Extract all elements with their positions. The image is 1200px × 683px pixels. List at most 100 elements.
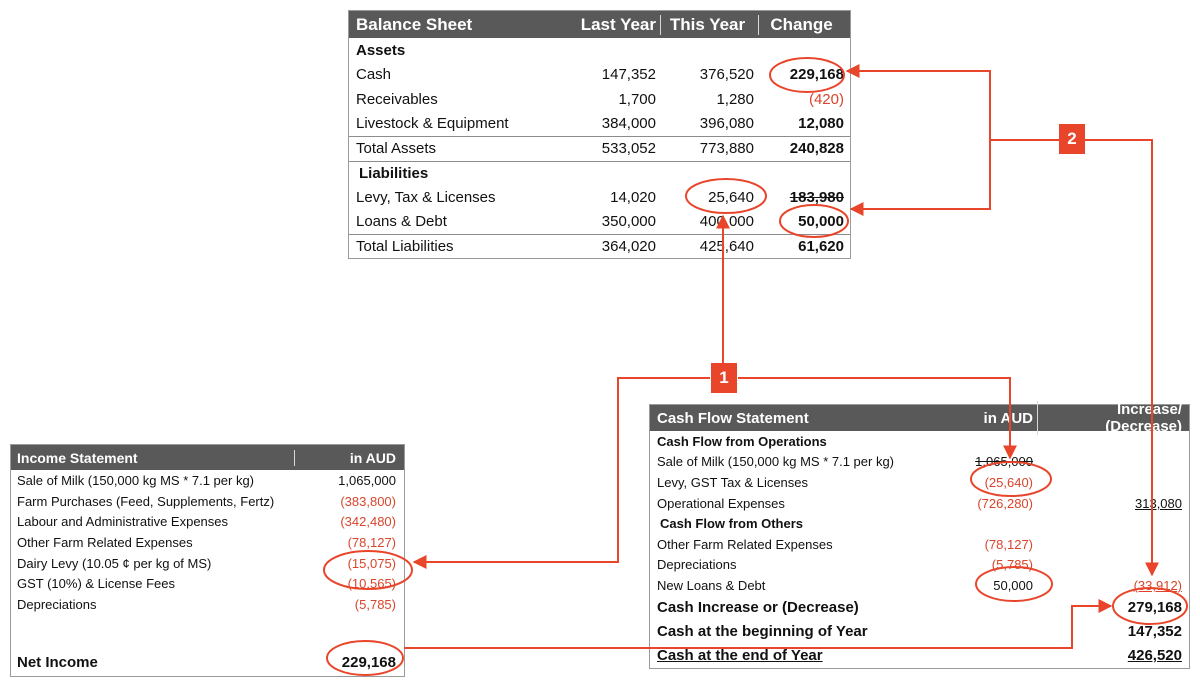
balance-sheet-title: Balance Sheet bbox=[356, 14, 473, 34]
row-value: (383,800) bbox=[340, 493, 396, 509]
col-in-aud: in AUD bbox=[294, 449, 404, 466]
row-value: (342,480) bbox=[340, 514, 396, 530]
table-row: Receivables 1,700 1,280 (420) bbox=[349, 87, 850, 112]
row-label: Other Farm Related Expenses bbox=[657, 536, 833, 552]
ops-section-row: Cash Flow from Operations bbox=[650, 431, 1189, 452]
row-label: Depreciations bbox=[657, 557, 737, 573]
last-year-value: 364,020 bbox=[601, 238, 656, 256]
change-value: 279,168 bbox=[1127, 599, 1182, 617]
table-row: Cash 147,352 376,520 229,168 bbox=[349, 63, 850, 88]
cash-increase-row: Cash Increase or (Decrease) 279,168 bbox=[650, 596, 1189, 620]
change-value: 12,080 bbox=[798, 115, 844, 133]
net-income-value: 229,168 bbox=[341, 653, 396, 671]
cash-flow-table: Cash Flow Statement in AUD Increase/ (De… bbox=[649, 401, 1190, 669]
table-row: New Loans & Debt 50,000 (33,912) bbox=[650, 575, 1189, 596]
change-value: 313,080 bbox=[1135, 495, 1182, 511]
change-value: 240,828 bbox=[789, 140, 844, 158]
col-last-year: Last Year bbox=[580, 14, 656, 34]
row-label: Loans & Debt bbox=[356, 213, 447, 231]
row-label: Receivables bbox=[356, 90, 438, 108]
this-year-value: 773,880 bbox=[699, 140, 754, 158]
this-year-value: 396,080 bbox=[699, 115, 754, 133]
table-row: Dairy Levy (10.05 ¢ per kg of MS) (15,07… bbox=[11, 553, 404, 574]
balance-sheet-header: Balance Sheet Last Year This Year Change bbox=[349, 11, 850, 38]
net-income-label: Net Income bbox=[17, 653, 98, 671]
row-label: Cash Increase or (Decrease) bbox=[657, 599, 859, 617]
last-year-value: 350,000 bbox=[601, 213, 656, 231]
others-section-label: Cash Flow from Others bbox=[660, 516, 804, 532]
table-row: Labour and Administrative Expenses (342,… bbox=[11, 511, 404, 532]
this-year-value: 376,520 bbox=[699, 66, 754, 84]
change-value: (33,912) bbox=[1133, 577, 1182, 593]
table-row: Sale of Milk (150,000 kg MS * 7.1 per kg… bbox=[11, 470, 404, 491]
highlight-circle-cf-loans bbox=[975, 566, 1053, 602]
row-value: (78,127) bbox=[347, 534, 396, 550]
table-row: Livestock & Equipment 384,000 396,080 12… bbox=[349, 112, 850, 137]
change-value: 426,520 bbox=[1127, 647, 1182, 665]
row-label: Levy, GST Tax & Licenses bbox=[657, 474, 809, 490]
row-label: Sale of Milk (150,000 kg MS * 7.1 per kg… bbox=[17, 472, 255, 488]
aud-value: (78,127) bbox=[984, 536, 1033, 552]
row-label: Sale of Milk (150,000 kg MS * 7.1 per kg… bbox=[657, 454, 895, 470]
liabilities-label: Liabilities bbox=[359, 164, 429, 182]
highlight-circle-net-income bbox=[326, 640, 404, 676]
col-this-year: This Year bbox=[660, 14, 758, 35]
table-row: GST (10%) & License Fees (10,565) bbox=[11, 573, 404, 594]
row-label: Total Assets bbox=[356, 140, 437, 158]
row-label: Farm Purchases (Feed, Supplements, Fertz… bbox=[17, 493, 275, 509]
highlight-circle-cf-levy bbox=[970, 461, 1052, 497]
change-value: 183,980 bbox=[789, 188, 844, 206]
aud-value: (726,280) bbox=[977, 495, 1033, 511]
row-label: Labour and Administrative Expenses bbox=[17, 514, 229, 530]
change-value: 50,000 bbox=[798, 213, 844, 231]
liabilities-section-row: Liabilities bbox=[349, 160, 850, 186]
income-statement-table: Income Statement in AUD Sale of Milk (15… bbox=[10, 444, 405, 677]
income-statement-title: Income Statement bbox=[17, 449, 138, 466]
assets-section-row: Assets bbox=[349, 38, 850, 63]
last-year-value: 14,020 bbox=[610, 188, 656, 206]
arrow-to-loans-change bbox=[849, 140, 991, 216]
change-value: 147,352 bbox=[1127, 623, 1182, 641]
table-row: Other Farm Related Expenses (78,127) bbox=[11, 532, 404, 553]
row-label: Total Liabilities bbox=[356, 238, 454, 256]
last-year-value: 384,000 bbox=[601, 115, 656, 133]
row-label: Cash at the end of Year bbox=[657, 647, 823, 665]
arrow-to-income-levy bbox=[412, 377, 710, 569]
table-row: Operational Expenses (726,280) 313,080 bbox=[650, 493, 1189, 514]
row-value: 1,065,000 bbox=[338, 472, 396, 488]
total-liabilities-row: Total Liabilities 364,020 425,640 61,620 bbox=[349, 234, 850, 259]
step-badge-2: 2 bbox=[1059, 124, 1085, 154]
cash-beginning-row: Cash at the beginning of Year 147,352 bbox=[650, 620, 1189, 644]
change-value: (420) bbox=[808, 90, 844, 108]
step-badge-1: 1 bbox=[711, 363, 737, 393]
total-assets-row: Total Assets 533,052 773,880 240,828 bbox=[349, 136, 850, 161]
row-value: (5,785) bbox=[354, 596, 396, 612]
arrow-to-cf-levy bbox=[738, 377, 1017, 460]
highlight-circle-dairy-levy bbox=[323, 550, 413, 590]
last-year-value: 147,352 bbox=[601, 66, 656, 84]
row-label: Cash bbox=[356, 66, 392, 84]
change-value: 229,168 bbox=[789, 66, 844, 84]
col-increase-decrease: Increase/ (Decrease) bbox=[1037, 401, 1189, 435]
cash-flow-title: Cash Flow Statement bbox=[657, 409, 809, 427]
row-label: Operational Expenses bbox=[657, 495, 785, 511]
row-label: Livestock & Equipment bbox=[356, 115, 509, 133]
others-section-row: Cash Flow from Others bbox=[650, 513, 1189, 534]
row-label: Other Farm Related Expenses bbox=[17, 534, 193, 550]
highlight-circle-cf-increase bbox=[1112, 587, 1188, 625]
aud-value: (25,640) bbox=[984, 474, 1033, 490]
this-year-value: 425,640 bbox=[699, 238, 754, 256]
last-year-value: 533,052 bbox=[601, 140, 656, 158]
aud-value: 50,000 bbox=[993, 577, 1033, 593]
cash-end-row: Cash at the end of Year 426,520 bbox=[650, 644, 1189, 668]
this-year-value: 1,280 bbox=[716, 90, 754, 108]
cash-flow-header: Cash Flow Statement in AUD Increase/ (De… bbox=[650, 401, 1189, 435]
income-statement-header: Income Statement in AUD bbox=[11, 445, 404, 470]
arrow-to-cash-change bbox=[845, 64, 1060, 141]
arrow-to-cf-increase bbox=[1084, 139, 1159, 577]
row-label: GST (10%) & License Fees bbox=[17, 576, 175, 592]
table-row: Levy, GST Tax & Licenses (25,640) bbox=[650, 472, 1189, 493]
net-income-row: Net Income 229,168 bbox=[11, 650, 404, 674]
table-row: Other Farm Related Expenses (78,127) bbox=[650, 534, 1189, 555]
